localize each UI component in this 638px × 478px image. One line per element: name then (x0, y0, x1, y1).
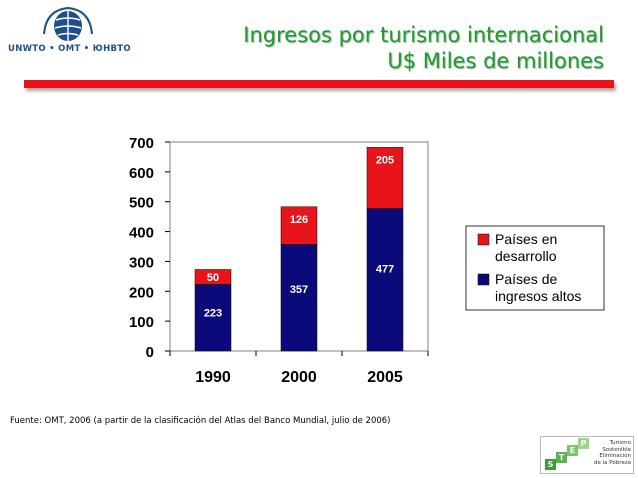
y-tick-label: 500 (129, 195, 154, 212)
legend-swatch-high-income (477, 273, 490, 286)
data-label: 205 (376, 154, 394, 166)
data-label: 223 (204, 307, 222, 319)
x-tick-label: 2005 (367, 369, 403, 386)
logo-text: UNWTO • OMT • ЮНВТО (8, 44, 131, 54)
title-divider (24, 80, 614, 88)
step-letter-p: P (578, 438, 589, 449)
bar-high-income (366, 208, 404, 352)
x-tick-label: 2000 (281, 369, 317, 386)
bar-developing (194, 269, 232, 285)
data-label: 50 (207, 272, 219, 284)
y-tick-label: 700 (129, 135, 154, 152)
title-line-1: Ingresos por turismo internacional (243, 23, 604, 47)
y-tick-label: 100 (129, 314, 154, 331)
y-tick-label: 300 (129, 254, 154, 271)
page-title: Ingresos por turismo internacional U$ Mi… (243, 22, 604, 74)
legend-label-developing: Países en desarrollo (495, 231, 557, 264)
step-logo-text: Turismo Sostenible Eliminación de la Pob… (593, 440, 631, 466)
y-tick-label: 200 (129, 284, 154, 301)
x-tick-label: 1990 (195, 369, 231, 386)
data-label: 126 (290, 214, 308, 226)
data-label: 357 (290, 284, 308, 296)
y-tick-label: 400 (129, 225, 154, 242)
source-note: Fuente: OMT, 2006 (a partir de la clasif… (10, 416, 391, 426)
title-line-2: U$ Miles de millones (387, 49, 604, 73)
data-label: 477 (376, 263, 394, 275)
step-letter-t: T (556, 452, 567, 463)
step-letter-s: S (545, 459, 556, 470)
step-logo: S T E P Turismo Sostenible Eliminación d… (540, 436, 634, 474)
step-letter-e: E (567, 445, 578, 456)
globe-logo-icon (43, 6, 93, 41)
y-tick-label: 600 (129, 165, 154, 182)
legend-label-high-income: Países de ingresos altos (495, 271, 581, 304)
step-text-line: Eliminación (599, 453, 631, 459)
bar-developing (280, 206, 318, 245)
unwto-logo: UNWTO • OMT • ЮНВТО (8, 4, 131, 60)
legend-swatch-developing (477, 233, 490, 246)
step-text-line: Turismo (609, 440, 631, 446)
y-tick-label: 0 (146, 344, 154, 361)
step-text-line: Sostenible (602, 446, 631, 453)
bar-high-income (280, 244, 318, 352)
bar-developing (366, 147, 404, 209)
step-text-line: de la Pobreza (593, 459, 631, 466)
